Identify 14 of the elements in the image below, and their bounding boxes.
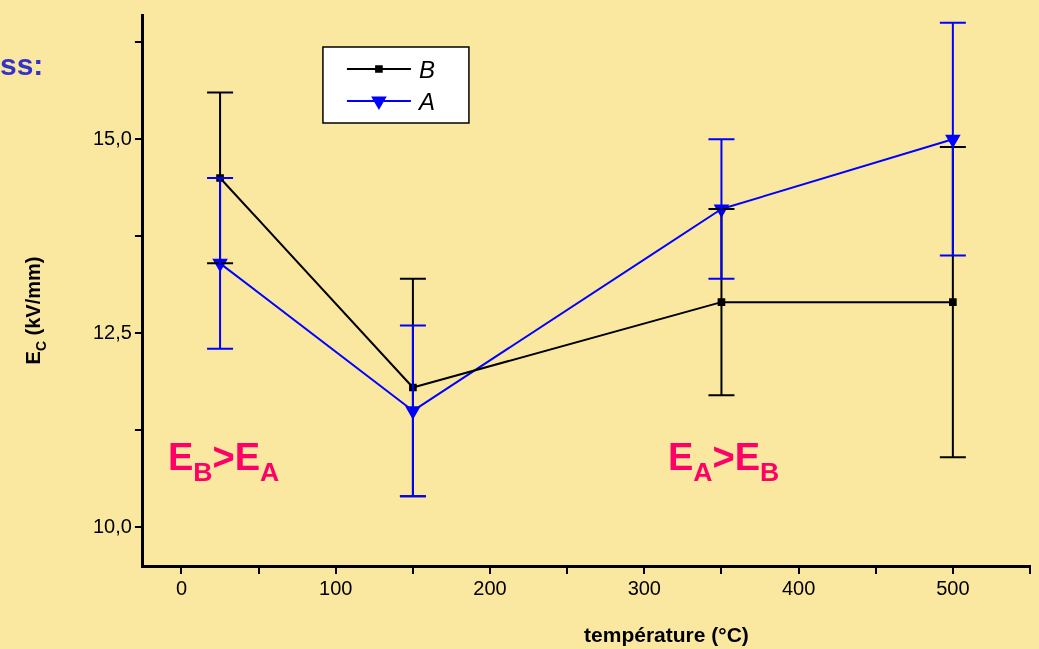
y-tick-label: 10,0 xyxy=(92,514,132,537)
y-axis-title: EC (kV/mm) xyxy=(22,256,49,365)
x-tick-label: 0 xyxy=(175,576,188,599)
x-axis-title: température (°C) xyxy=(584,623,749,646)
x-tick-label: 400 xyxy=(781,576,816,599)
x-tick-label: 200 xyxy=(473,576,507,599)
x-tick-label: 100 xyxy=(319,576,353,599)
x-tick-label: 500 xyxy=(936,576,970,599)
y-tick-label: 15,0 xyxy=(92,126,132,149)
y-tick-label: 12,5 xyxy=(92,320,132,343)
x-tick-label: 300 xyxy=(627,576,661,599)
text: ss: xyxy=(0,48,44,81)
legend-label: B xyxy=(418,55,435,83)
legend-label: A xyxy=(416,87,435,115)
